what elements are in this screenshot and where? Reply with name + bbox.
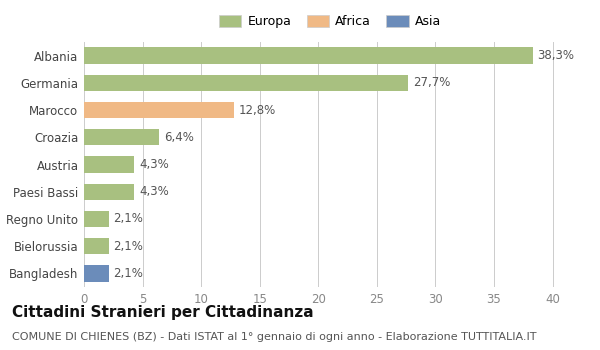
Bar (84, 211, 109, 227)
Bar (84, 156, 134, 173)
Text: 2,1%: 2,1% (113, 212, 143, 225)
Text: 2,1%: 2,1% (113, 267, 143, 280)
Legend: Europa, Africa, Asia: Europa, Africa, Asia (217, 13, 443, 31)
Text: COMUNE DI CHIENES (BZ) - Dati ISTAT al 1° gennaio di ogni anno - Elaborazione TU: COMUNE DI CHIENES (BZ) - Dati ISTAT al 1… (12, 332, 536, 343)
Text: 6,4%: 6,4% (164, 131, 194, 144)
Bar (84, 48, 533, 64)
Bar (84, 183, 134, 200)
Text: 4,3%: 4,3% (139, 158, 169, 171)
Text: 4,3%: 4,3% (139, 185, 169, 198)
Bar (84, 75, 409, 91)
Bar (84, 102, 234, 118)
Text: 12,8%: 12,8% (239, 104, 276, 117)
Text: 2,1%: 2,1% (113, 240, 143, 253)
Text: 38,3%: 38,3% (538, 49, 574, 62)
Bar (84, 129, 159, 146)
Text: 27,7%: 27,7% (413, 76, 451, 89)
Bar (84, 265, 109, 281)
Bar (84, 238, 109, 254)
Text: Cittadini Stranieri per Cittadinanza: Cittadini Stranieri per Cittadinanza (12, 304, 314, 320)
